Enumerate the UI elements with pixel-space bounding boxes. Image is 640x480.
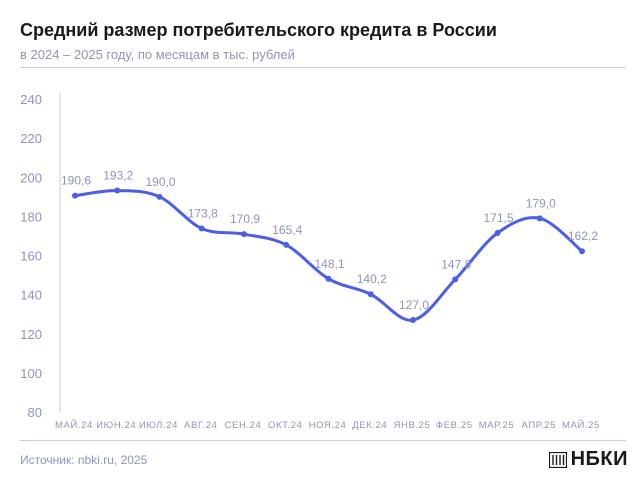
x-tick-label: НОЯ.24	[309, 420, 347, 431]
data-label: 190,0	[145, 175, 175, 189]
y-tick-label: 220	[20, 131, 42, 146]
data-label: 171,5	[483, 211, 513, 225]
x-tick-label: ИЮН.24	[96, 420, 136, 431]
x-tick-label: ФЕВ.25	[436, 420, 473, 431]
x-tick-label: ЯНВ.25	[394, 420, 431, 431]
data-point	[114, 187, 121, 194]
data-point	[494, 230, 501, 237]
y-tick-label: 180	[20, 209, 42, 224]
chart-title: Средний размер потребительского кредита …	[20, 20, 497, 40]
data-point	[367, 291, 374, 298]
y-tick-label: 140	[20, 288, 42, 303]
data-label: 162,2	[568, 229, 598, 243]
x-tick-label: АВГ.24	[184, 420, 217, 431]
data-point	[72, 192, 78, 199]
y-tick-label: 80	[28, 405, 42, 420]
data-point	[536, 215, 543, 222]
x-tick-label: МАЙ.25	[562, 419, 600, 431]
data-label: 170,9	[230, 212, 260, 226]
data-label: 165,4	[272, 223, 302, 237]
data-point	[198, 225, 205, 232]
data-label: 190,6	[61, 174, 91, 188]
y-tick-label: 100	[20, 366, 42, 381]
x-tick-label: СЕН.24	[225, 420, 262, 431]
x-tick-label: АПР.25	[522, 420, 556, 431]
data-point	[241, 231, 247, 238]
data-label: 173,8	[188, 207, 218, 221]
y-tick-label: 240	[20, 92, 42, 107]
nbki-logo-icon	[548, 451, 567, 468]
y-tick-label: 160	[20, 249, 42, 264]
footer-divider	[20, 440, 626, 441]
x-tick-label: МАЙ.24	[55, 419, 93, 431]
data-label: 127,0	[399, 298, 429, 312]
x-tick-label: ОКТ.24	[268, 420, 302, 431]
data-point	[325, 275, 332, 282]
data-point	[452, 276, 459, 283]
source-note: Источник: nbki.ru, 2025	[20, 453, 148, 467]
data-label: 147,8	[441, 257, 471, 271]
line-chart: 80 100 120 140 160 180 200 220 240 МАЙ.24 ИЮН.24 ИЮ…	[20, 92, 600, 431]
nbki-logo-text: НБКИ	[570, 448, 628, 470]
chart-subtitle: в 2024 – 2025 году, по месяцам в тыс. ру…	[20, 47, 295, 62]
y-tick-label: 120	[20, 327, 42, 342]
x-tick-label: ДЕК.24	[352, 420, 387, 431]
data-point	[156, 193, 163, 200]
x-tick-label: ИЮЛ.24	[139, 420, 178, 431]
nbki-logo: НБКИ	[548, 448, 628, 471]
series-line	[73, 189, 584, 322]
x-tick-label: МАР.25	[479, 420, 515, 431]
data-point	[410, 317, 416, 324]
data-label: 140,2	[357, 272, 387, 286]
y-tick-label: 200	[20, 170, 42, 185]
data-point	[579, 248, 585, 255]
data-label: 179,0	[526, 196, 556, 210]
data-point	[283, 241, 290, 248]
header-divider	[20, 67, 626, 68]
data-label: 193,2	[103, 169, 133, 183]
data-label: 148,1	[314, 257, 344, 271]
